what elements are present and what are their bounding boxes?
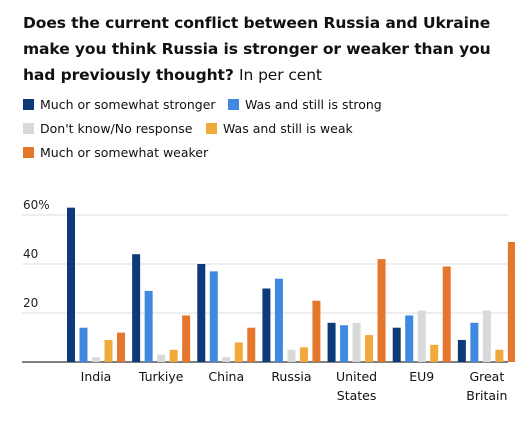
legend-label-stronger: Much or somewhat stronger: [40, 97, 216, 112]
bar: [287, 349, 296, 362]
bar: [377, 259, 386, 362]
bar: [507, 241, 515, 362]
bar: [405, 315, 414, 362]
x-tick-label: India: [81, 369, 112, 384]
x-tick-label: States: [337, 388, 377, 403]
bar: [92, 357, 100, 362]
legend-item-still-strong: Was and still is strong: [228, 97, 382, 112]
bar: [312, 300, 321, 362]
unit-note: In per cent: [239, 66, 322, 84]
legend-swatch-stronger: [23, 99, 34, 110]
legend-item-still-weak: Was and still is weak: [206, 121, 353, 136]
legend-label-weaker: Much or somewhat weaker: [40, 145, 209, 160]
bar: [117, 332, 125, 362]
bar: [247, 327, 256, 362]
legend-item-stronger: Much or somewhat stronger: [23, 97, 216, 112]
bar: [234, 342, 243, 362]
bar: [392, 327, 401, 362]
x-tick-label: Great: [469, 369, 504, 384]
bar: [470, 322, 479, 362]
x-tick-label: United: [336, 369, 377, 384]
bar: [209, 271, 218, 362]
bar: [495, 349, 504, 362]
bar: [104, 339, 113, 362]
y-tick-label: 20: [23, 296, 38, 310]
legend-swatch-still-weak: [206, 123, 217, 134]
bar: [182, 315, 191, 362]
bar: [457, 339, 466, 362]
bar: [67, 207, 75, 362]
bar: [299, 347, 308, 362]
bar: [262, 288, 271, 362]
legend-label-still-strong: Was and still is strong: [245, 97, 382, 112]
bar: [352, 322, 361, 362]
legend-swatch-dont-know: [23, 123, 34, 134]
bar: [340, 325, 349, 362]
chart-title: Does the current conflict between Russia…: [23, 10, 508, 88]
bar: [417, 310, 426, 362]
bar: [430, 344, 439, 362]
x-tick-label: EU9: [409, 369, 434, 384]
y-tick-label: 40: [23, 247, 38, 261]
x-tick-label: China: [208, 369, 244, 384]
bar: [327, 322, 336, 362]
x-tick-label: Russia: [271, 369, 311, 384]
bar: [157, 354, 166, 362]
bar: [482, 310, 491, 362]
y-tick-label: 60%: [23, 198, 50, 212]
bar: [132, 254, 141, 362]
x-tick-label: Britain: [466, 388, 507, 403]
bar: [442, 266, 451, 362]
legend-swatch-still-strong: [228, 99, 239, 110]
x-tick-label: Turkiye: [138, 369, 184, 384]
legend-item-dont-know: Don't know/No response: [23, 121, 193, 136]
bar: [222, 357, 231, 362]
bar: [144, 290, 153, 362]
legend-label-still-weak: Was and still is weak: [223, 121, 353, 136]
bar: [79, 327, 88, 362]
legend-item-weaker: Much or somewhat weaker: [23, 145, 208, 160]
bar: [197, 264, 206, 362]
chart-title-text: Does the current conflict between Russia…: [23, 14, 491, 84]
bar: [365, 335, 374, 362]
bar: [274, 278, 283, 362]
legend-label-dont-know: Don't know/No response: [40, 121, 193, 136]
bar: [169, 349, 178, 362]
legend-swatch-weaker: [23, 147, 34, 158]
